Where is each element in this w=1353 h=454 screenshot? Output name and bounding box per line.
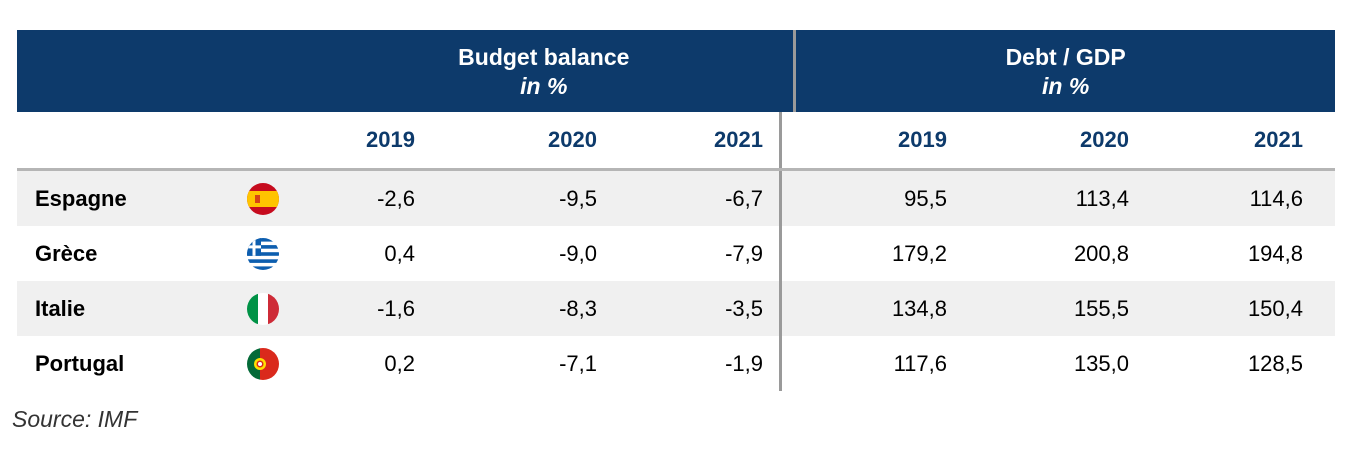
value-cell: 179,2 [891, 240, 947, 266]
table-row: Espagne -2,6 -9,5 -6,7 95,5 113,4 114,6 [17, 171, 1335, 226]
column-separator [779, 281, 782, 336]
value-cell: -8,3 [559, 295, 597, 321]
year-header: 2020 [548, 127, 597, 152]
portugal-flag-icon [247, 347, 279, 380]
value-cell: 95,5 [904, 185, 947, 211]
year-header: 2020 [1080, 127, 1129, 152]
year-header-row: 2019 2020 2021 2019 2020 2021 [17, 112, 1335, 171]
year-header: 2021 [1254, 127, 1303, 152]
value-cell: 150,4 [1247, 295, 1303, 321]
value-cell: 134,8 [891, 295, 947, 321]
table-row: Italie -1,6 -8,3 -3,5 134,8 155,5 150,4 [17, 281, 1335, 336]
value-cell: 114,6 [1249, 185, 1303, 211]
value-cell: 200,8 [1073, 240, 1129, 266]
year-header: 2019 [898, 127, 947, 152]
column-separator [779, 226, 782, 281]
column-separator [779, 336, 782, 391]
value-cell: -7,9 [725, 240, 763, 266]
header-spacer [17, 30, 294, 112]
value-cell: -9,5 [559, 185, 597, 211]
debt-gdp-header: Debt / GDP in % [796, 30, 1335, 112]
value-cell: 155,5 [1073, 295, 1129, 321]
column-separator [779, 112, 782, 168]
value-cell: 128,5 [1247, 350, 1303, 376]
flag-cell [227, 347, 295, 380]
year-header: 2021 [714, 127, 763, 152]
country-name: Espagne [35, 185, 127, 211]
data-table: Budget balance in % Debt / GDP in % 2019… [17, 30, 1335, 391]
budget-balance-unit: in % [520, 73, 568, 99]
flag-cell [227, 182, 295, 215]
country-name: Grèce [35, 240, 98, 266]
value-cell: -3,5 [725, 295, 763, 321]
budget-balance-title: Budget balance [458, 44, 630, 70]
country-name: Portugal [35, 350, 125, 376]
budget-balance-header: Budget balance in % [294, 30, 793, 112]
value-cell: -6,7 [725, 185, 763, 211]
value-cell: 0,2 [384, 350, 415, 376]
value-cell: 194,8 [1247, 240, 1303, 266]
spain-flag-icon [247, 182, 279, 215]
italy-flag-icon [247, 292, 279, 325]
value-cell: -9,0 [559, 240, 597, 266]
column-separator [779, 171, 782, 226]
value-cell: 135,0 [1073, 350, 1129, 376]
header-separator [793, 30, 797, 112]
greece-flag-icon [247, 237, 279, 270]
value-cell: -7,1 [559, 350, 597, 376]
year-header: 2019 [366, 127, 415, 152]
value-cell: 117,6 [893, 350, 947, 376]
country-name: Italie [35, 295, 86, 321]
value-cell: 113,4 [1075, 185, 1129, 211]
table-header-band: Budget balance in % Debt / GDP in % [17, 30, 1335, 112]
value-cell: 0,4 [384, 240, 415, 266]
flag-cell [227, 237, 295, 270]
value-cell: -1,9 [725, 350, 763, 376]
debt-gdp-title: Debt / GDP [1005, 44, 1126, 70]
value-cell: -1,6 [377, 295, 415, 321]
source-note: Source: IMF [12, 406, 138, 432]
value-cell: -2,6 [377, 185, 415, 211]
flag-cell [227, 292, 295, 325]
table-row: Portugal 0,2 -7,1 -1,9 117,6 135,0 128,5 [17, 336, 1335, 391]
table-row: Grèce 0,4 -9,0 -7,9 179,2 200,8 [17, 226, 1335, 281]
debt-gdp-unit: in % [1041, 73, 1090, 99]
